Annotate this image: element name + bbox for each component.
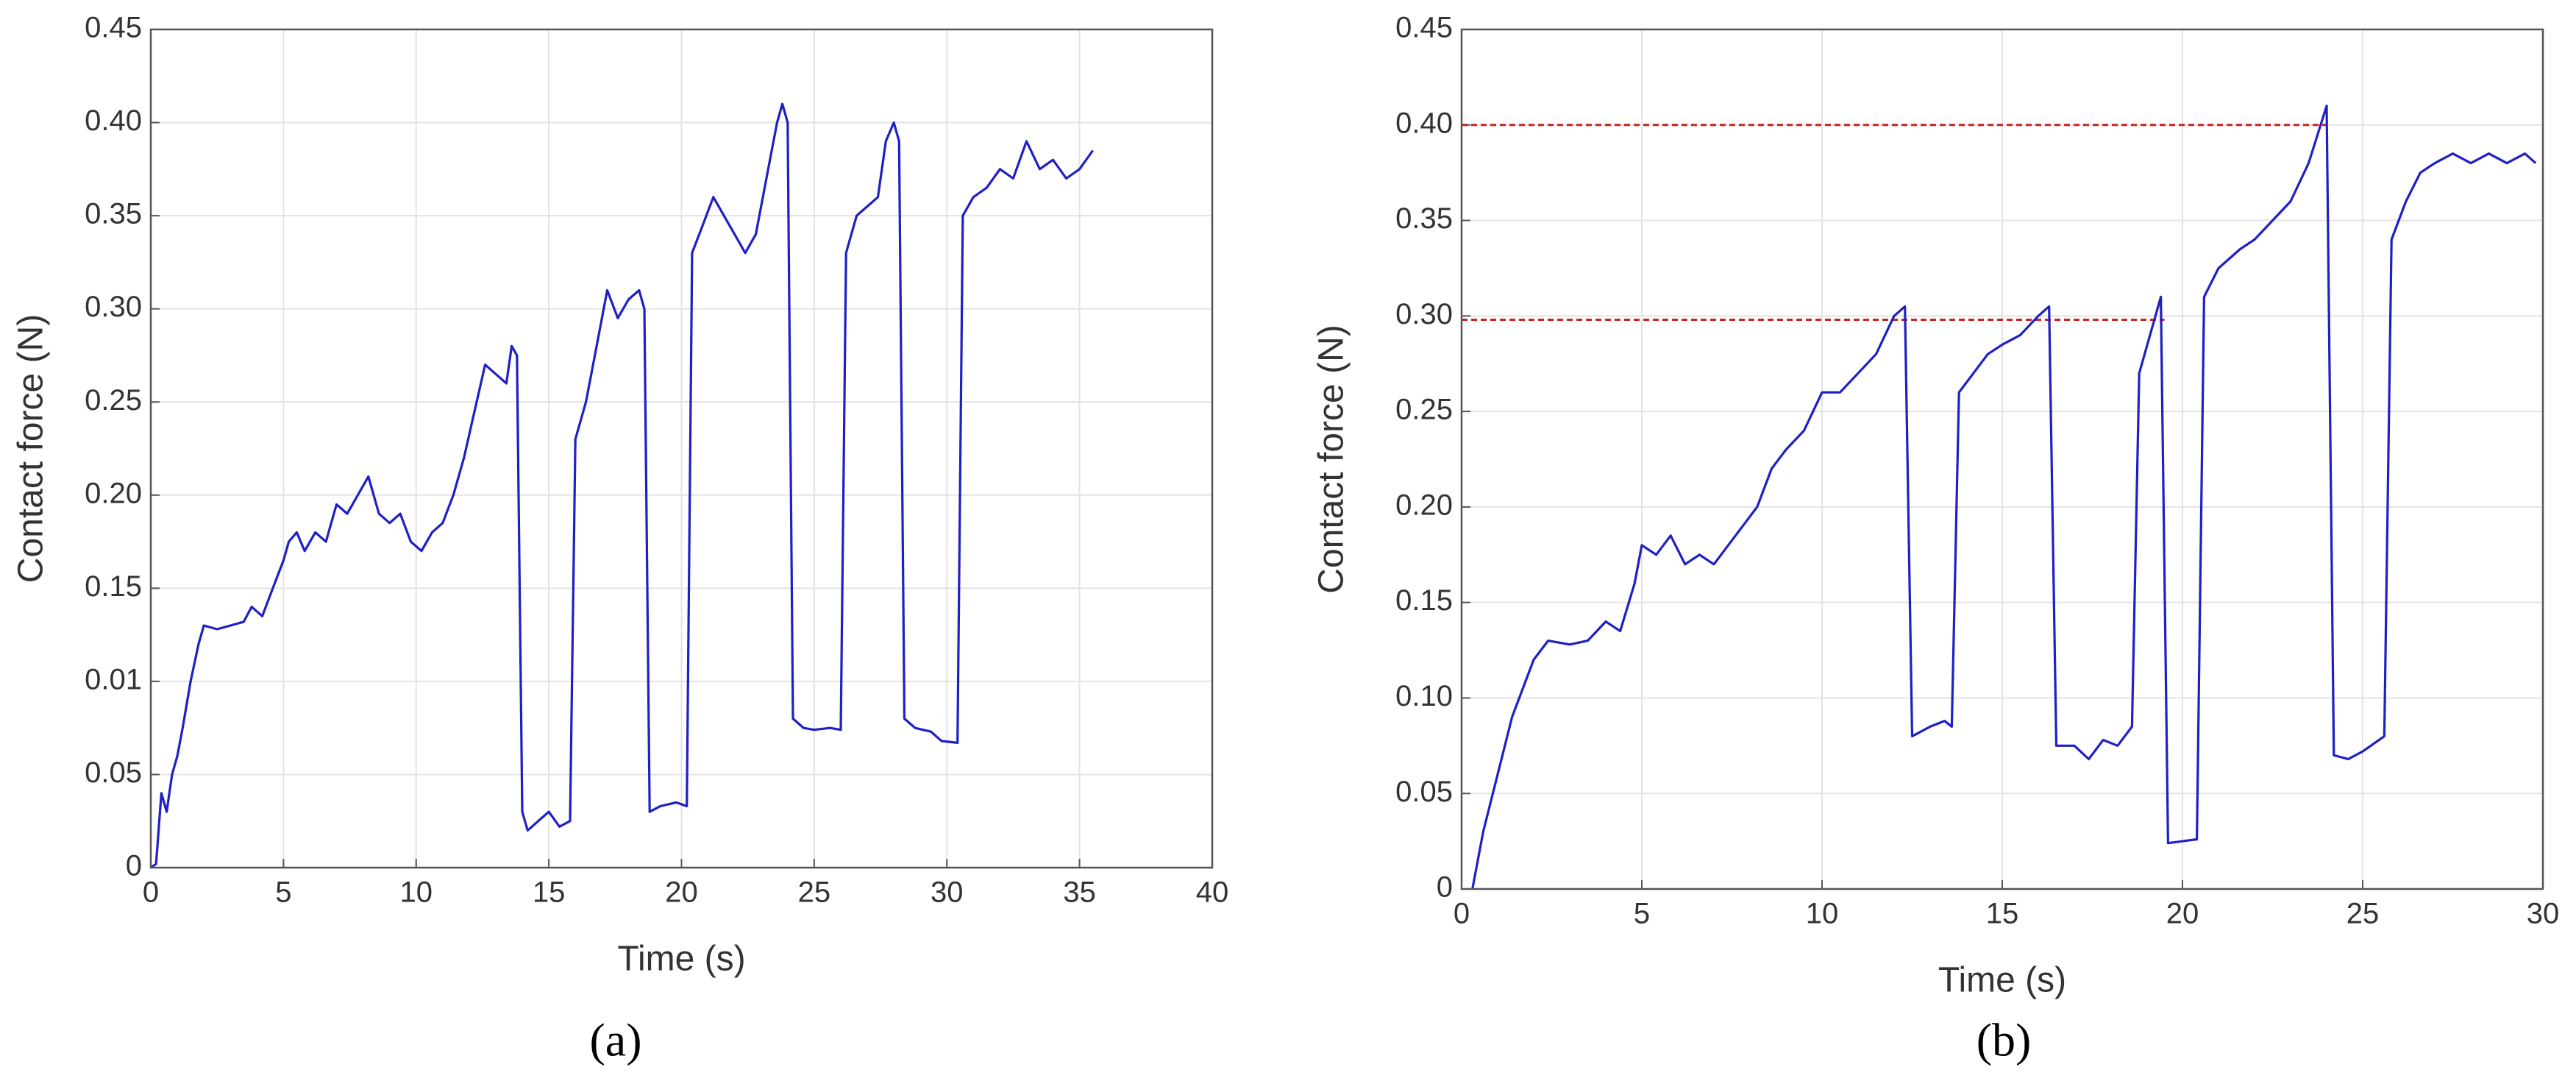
y-tick-label: 0.35 — [1395, 202, 1453, 235]
y-tick-label: 0.20 — [1395, 489, 1453, 521]
y-tick-label: 0.25 — [1395, 394, 1453, 426]
x-tick-label: 5 — [275, 876, 291, 909]
y-tick-label: 0.45 — [1395, 12, 1453, 44]
line-chart: 0 5 10 15 20 25 30 35 40 0 0.05 0.01 0.15 0.20 0.25 0.3… — [12, 12, 1229, 1066]
x-axis-label: Time (s) — [617, 940, 745, 979]
line-chart: 0 5 10 15 20 25 30 0 0.05 0.10 0.15 0.20 0.25 0.30 0.3… — [1312, 12, 2560, 1066]
x-tick-label: 15 — [1986, 898, 2019, 930]
x-tick-label: 30 — [2527, 898, 2560, 930]
y-tick-label: 0.40 — [1395, 107, 1453, 139]
x-tick-label: 15 — [533, 876, 566, 909]
y-tick-label: 0.35 — [85, 198, 142, 230]
x-tick-label: 25 — [2346, 898, 2380, 930]
y-tick-label: 0.30 — [85, 291, 142, 323]
x-tick-label: 30 — [931, 876, 964, 909]
y-tick-label: 0.15 — [1395, 584, 1453, 617]
x-tick-label: 0 — [143, 876, 159, 909]
y-tick-label: 0.10 — [1395, 680, 1453, 712]
y-axis-label: Contact force (N) — [1312, 325, 1351, 593]
y-tick-label: 0 — [1437, 871, 1453, 904]
x-tick-label: 35 — [1063, 876, 1096, 909]
x-tick-label: 10 — [1806, 898, 1839, 930]
caption: (a) — [589, 1014, 641, 1066]
y-tick-label: 0.15 — [85, 570, 142, 603]
x-tick-label: 20 — [2166, 898, 2199, 930]
data-line — [150, 102, 1095, 869]
x-tick-label: 10 — [400, 876, 433, 909]
x-tick-label: 5 — [1634, 898, 1650, 930]
y-tick-label: 0.30 — [1395, 298, 1453, 330]
y-axis-label: Contact force (N) — [12, 314, 51, 583]
x-tick-label: 0 — [1454, 898, 1470, 930]
x-tick-label: 40 — [1196, 876, 1229, 909]
x-tick-label: 25 — [798, 876, 831, 909]
y-tick-label: 0.20 — [85, 477, 142, 509]
y-tick-label: 0.40 — [85, 104, 142, 137]
y-tick-label: 0.05 — [85, 757, 142, 789]
x-tick-label: 20 — [665, 876, 698, 909]
y-tick-label: 0.25 — [85, 384, 142, 417]
y-tick-label: 0.45 — [85, 12, 142, 44]
caption: (b) — [1977, 1014, 2032, 1066]
plot-frame — [1460, 28, 2544, 890]
y-tick-label: 0.05 — [1395, 776, 1453, 808]
y-tick-label: 0.01 — [85, 663, 142, 695]
y-tick-label: 0 — [126, 850, 142, 882]
plot-frame — [149, 28, 1214, 869]
data-line — [1471, 104, 2537, 890]
x-axis-label: Time (s) — [1938, 961, 2066, 1000]
